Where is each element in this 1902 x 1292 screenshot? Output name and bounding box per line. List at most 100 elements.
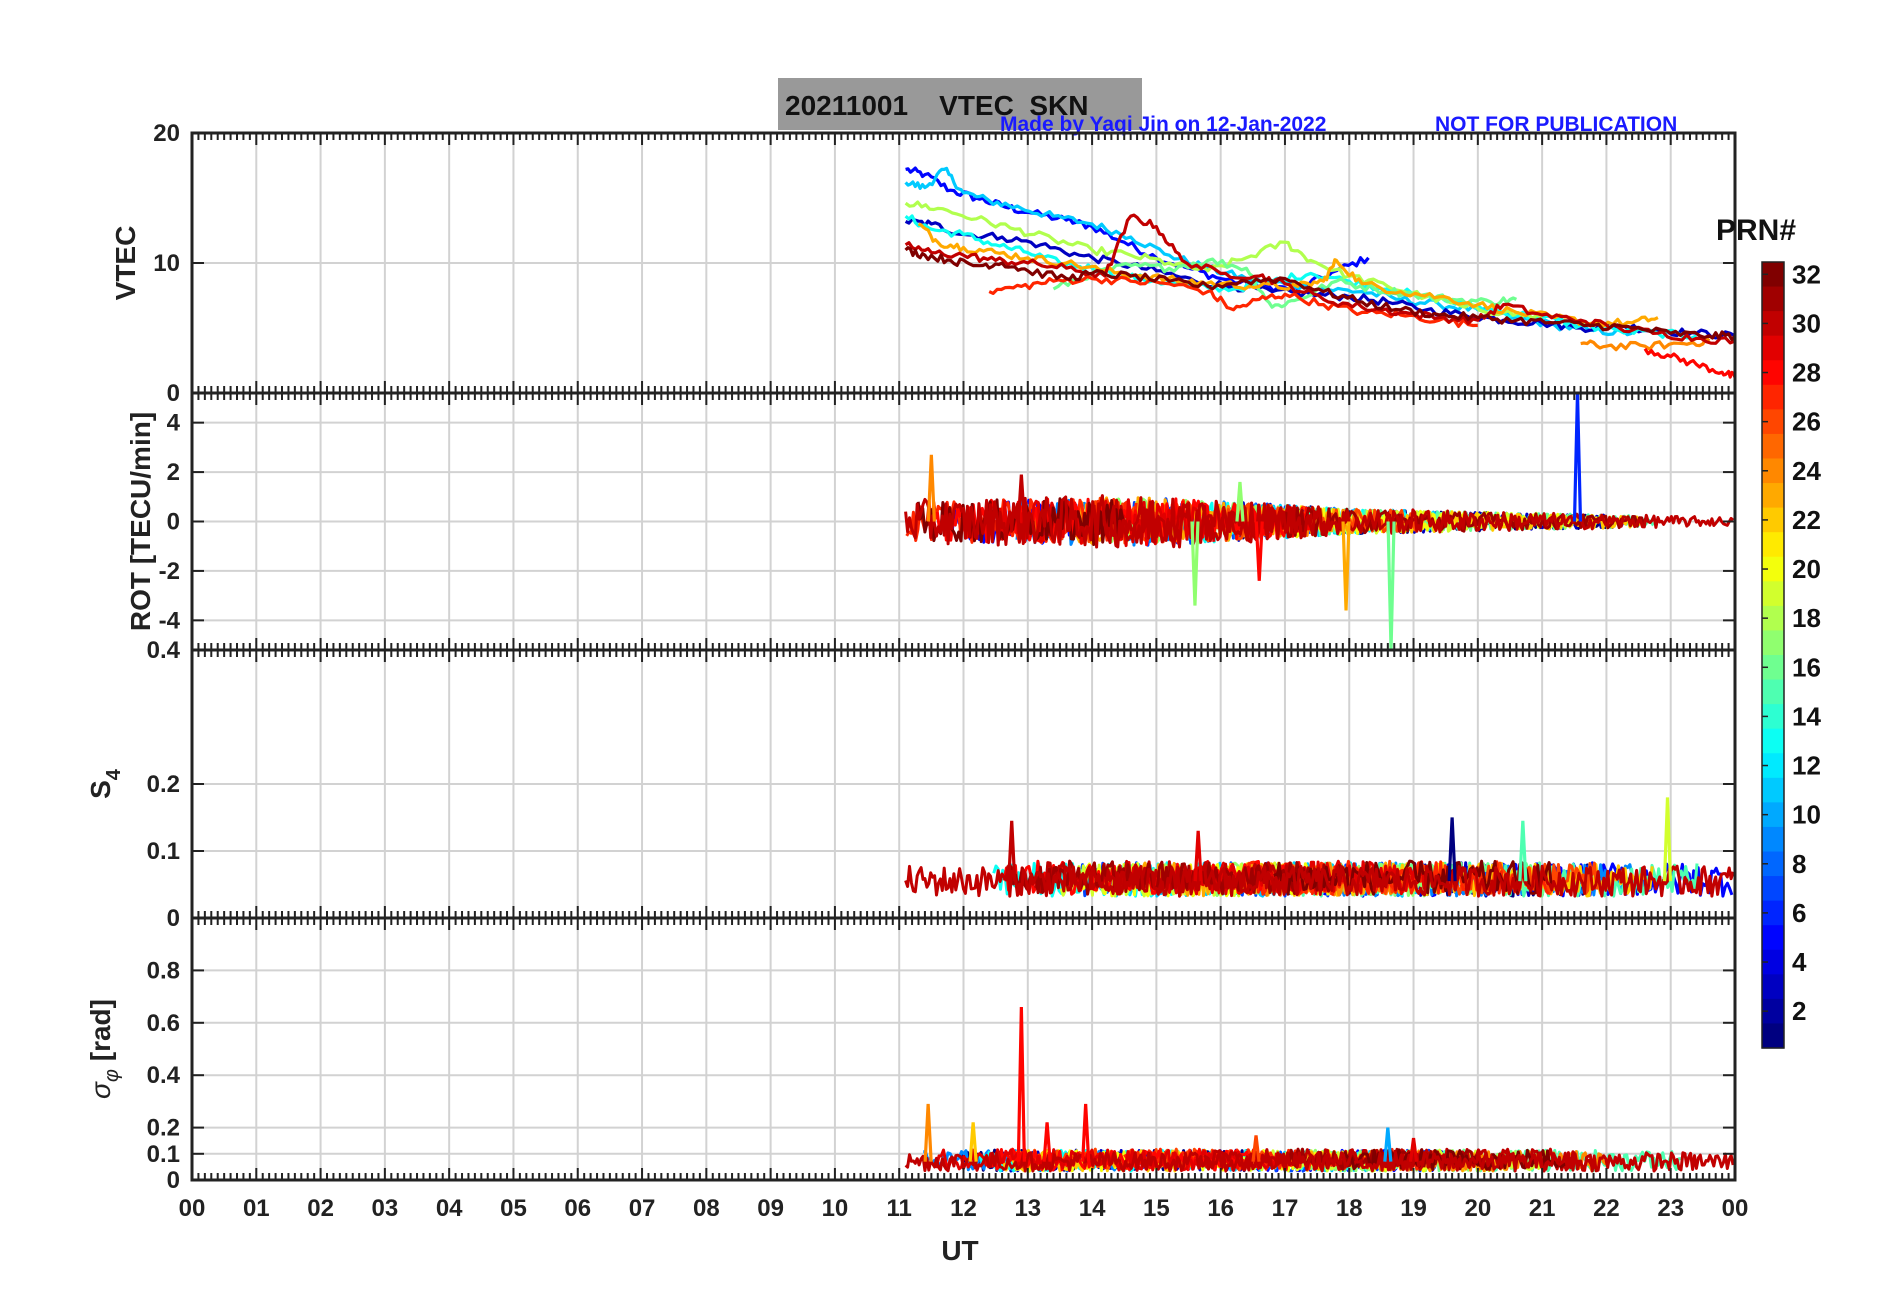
x-tick-label: 20: [1464, 1195, 1491, 1222]
vtec-series-prn-11: [904, 166, 1633, 337]
colorbar-segment: [1762, 753, 1784, 779]
s4-spike-prn-1: [1447, 817, 1457, 882]
y-tick-label: 4: [167, 410, 181, 437]
x-tick-label: 04: [436, 1195, 463, 1222]
y-tick-label: -2: [159, 558, 180, 585]
sigma_phi-spike-prn-29: [1408, 1137, 1419, 1162]
colorbar-segment: [1762, 262, 1784, 288]
vtec-series-prn-24: [1580, 336, 1711, 352]
sigma_phi-trace-prn-30-dense: [904, 1150, 1735, 1173]
vtec-series-prn-28: [1643, 347, 1735, 379]
sigma_phi-spike-prn-28: [1016, 1007, 1026, 1162]
colorbar-segment: [1762, 655, 1784, 681]
colorbar-segment: [1762, 704, 1784, 730]
rot-spike-prn-6: [1572, 393, 1583, 522]
colorbar-tick-label: 26: [1792, 407, 1821, 437]
colorbar-segment: [1762, 1023, 1784, 1049]
x-tick-label: 16: [1207, 1195, 1234, 1222]
y-tick-label: 0.2: [147, 771, 180, 798]
colorbar-segment: [1762, 876, 1784, 902]
data-group: [904, 1007, 1735, 1173]
x-tick-label: 05: [500, 1195, 527, 1222]
s4-spike-prn-15: [1518, 820, 1528, 882]
sigma_phi-spike-prn-28: [1042, 1122, 1052, 1162]
y-label-sigma: σ: [85, 1081, 116, 1099]
y-axis-label: VTEC: [110, 226, 141, 301]
y-axis-label: S4: [85, 768, 125, 799]
y-label-unit: [rad]: [85, 999, 116, 1069]
y-tick-label: 0: [167, 509, 180, 536]
x-tick-label: 23: [1657, 1195, 1684, 1222]
colorbar-segment: [1762, 483, 1784, 509]
vtec-series-prn-32: [904, 246, 1735, 342]
x-tick-label: 06: [564, 1195, 591, 1222]
colorbar-tick-label: 2: [1792, 996, 1806, 1026]
colorbar-segment: [1762, 556, 1784, 582]
colorbar-segment: [1762, 507, 1784, 533]
colorbar-tick-label: 14: [1792, 701, 1821, 731]
x-tick-label: 12: [950, 1195, 977, 1222]
y-tick-label: 0: [167, 905, 180, 932]
x-tick-label: 00: [1722, 1195, 1749, 1222]
colorbar-segment: [1762, 335, 1784, 361]
credit-text: Made by Yaqi Jin on 12-Jan-2022: [1000, 113, 1326, 136]
y-tick-label: 0: [167, 380, 180, 407]
y-tick-label: 0.6: [147, 1010, 180, 1037]
x-tick-label: 18: [1336, 1195, 1363, 1222]
x-axis-label: UT: [941, 1235, 978, 1266]
sigma_phi-spike-prn-28: [1081, 1103, 1091, 1162]
rot-spike-prn-17: [1235, 481, 1245, 522]
rot-trace-prn-30-dense: [904, 494, 1735, 549]
colorbar-segment: [1762, 851, 1784, 877]
colorbar-segment: [1762, 311, 1784, 337]
colorbar-tick-label: 10: [1792, 800, 1821, 830]
x-tick-label: 14: [1079, 1195, 1106, 1222]
vtec-series-prn-30: [904, 213, 1735, 345]
x-tick-label: 09: [757, 1195, 784, 1222]
panel-s4: 0 0.1 0.2 0.4 S4: [85, 637, 1737, 932]
title-box: [778, 78, 1142, 130]
sigma_phi-spike-prn-22: [968, 1122, 978, 1162]
colorbar-tick-label: 6: [1792, 898, 1806, 928]
rot-spike-prn-30: [1016, 474, 1026, 522]
colorbar-tick-label: 16: [1792, 652, 1821, 682]
data-group: [904, 166, 1735, 379]
x-tick-label: 07: [629, 1195, 656, 1222]
colorbar-tick-label: 28: [1792, 358, 1821, 388]
x-tick-label: 21: [1529, 1195, 1556, 1222]
colorbar-segment: [1762, 777, 1784, 803]
y-tick-label: 0.4: [147, 1062, 181, 1089]
x-tick-label: 08: [693, 1195, 720, 1222]
y-tick-label: 10: [153, 250, 180, 277]
x-tick-label: 15: [1143, 1195, 1170, 1222]
vtec-series-prn-16: [1052, 257, 1518, 309]
data-group: [904, 797, 1735, 898]
colorbar-segment: [1762, 581, 1784, 607]
y-tick-label: 20: [153, 120, 180, 147]
y-tick-label: 0.1: [147, 1141, 180, 1168]
rot-spike-prn-17: [1190, 521, 1200, 606]
y-tick-label: 0.2: [147, 1115, 180, 1142]
y-axis-label: σφ [rad]: [85, 999, 123, 1099]
x-tick-label: 01: [243, 1195, 270, 1222]
panel-sigma_phi: 00.10.2 0.4 0.6 0.8 σφ [rad]: [85, 916, 1737, 1194]
x-tick-label: 11: [887, 1195, 912, 1222]
colorbar-label: PRN#: [1716, 214, 1796, 247]
sigma_phi-spike-prn-10: [1383, 1127, 1393, 1162]
y-axis-label: ROT [TECU/min]: [125, 412, 156, 631]
colorbar-segment: [1762, 630, 1784, 656]
colorbar-tick-label: 22: [1792, 505, 1821, 535]
colorbar-segment: [1762, 532, 1784, 558]
colorbar-segment: [1762, 384, 1784, 410]
colorbar-segment: [1762, 286, 1784, 312]
colorbar-segment: [1762, 998, 1784, 1025]
colorbar-segment: [1762, 949, 1784, 975]
panel-vtec: 0 10 20 VTEC: [110, 120, 1737, 407]
rot-spike-prn-28: [1254, 521, 1264, 581]
x-tick-label: 17: [1272, 1195, 1299, 1222]
s4-spike-prn-19: [1662, 797, 1673, 882]
x-tick-label: 13: [1014, 1195, 1041, 1222]
